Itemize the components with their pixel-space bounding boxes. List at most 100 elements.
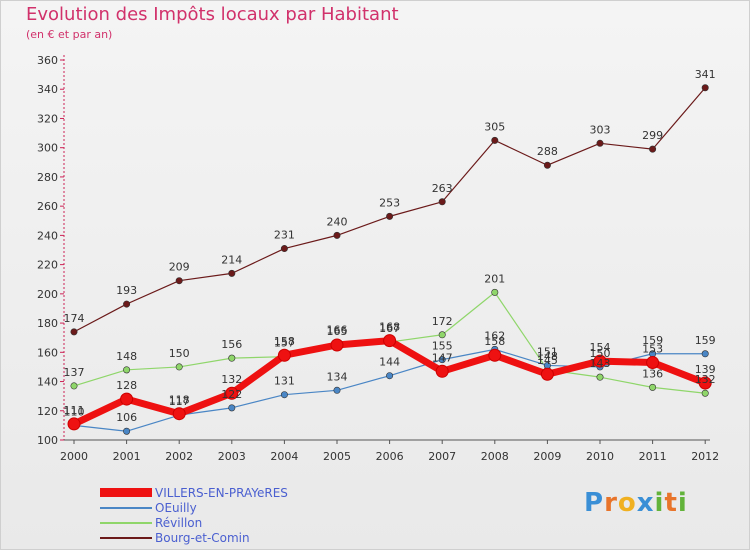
data-label: 148 <box>537 350 558 363</box>
y-tick-label: 120 <box>37 405 58 418</box>
data-label: 167 <box>379 322 400 335</box>
data-label: 154 <box>590 341 611 354</box>
legend-swatch-bourg <box>100 536 152 539</box>
logo-letter: x <box>636 488 655 518</box>
data-point <box>386 212 394 220</box>
data-label: 231 <box>274 229 295 242</box>
x-tick-label: 2006 <box>376 450 404 463</box>
data-label: 201 <box>484 272 505 285</box>
data-point <box>70 382 78 390</box>
data-point <box>333 231 341 239</box>
data-point <box>491 136 499 144</box>
data-point <box>698 376 712 390</box>
y-tick-label: 240 <box>37 229 58 242</box>
x-tick-label: 2005 <box>323 450 351 463</box>
data-label: 166 <box>327 324 348 337</box>
chart-axes <box>63 55 710 441</box>
data-point <box>701 84 709 92</box>
data-label: 253 <box>379 196 400 209</box>
data-point <box>438 198 446 206</box>
data-labels: 174 193 209 214 231 240 253 263 305 288 303 299 341 1… <box>64 68 716 424</box>
y-tick-label: 220 <box>37 259 58 272</box>
data-label: 214 <box>221 253 242 266</box>
data-point <box>596 139 604 147</box>
data-point <box>540 367 554 381</box>
data-label: 132 <box>221 373 242 386</box>
data-point <box>123 366 131 374</box>
chart-title: Evolution des Impôts locaux par Habitant <box>26 4 399 25</box>
data-label: 110 <box>64 405 85 418</box>
data-label: 159 <box>642 334 663 347</box>
y-tick-label: 160 <box>37 346 58 359</box>
data-point <box>701 350 709 358</box>
data-label: 168 <box>379 321 400 334</box>
x-tick-label: 2000 <box>60 450 88 463</box>
data-label: 158 <box>274 335 295 348</box>
data-label: 157 <box>274 337 295 350</box>
data-label: 162 <box>484 329 505 342</box>
data-label: 128 <box>116 379 137 392</box>
data-point <box>123 300 131 308</box>
data-point <box>228 404 236 412</box>
x-tick-label: 2010 <box>586 450 614 463</box>
y-tick-label: 320 <box>37 112 58 125</box>
legend-item: Bourg-et-Comin <box>100 530 288 545</box>
data-label: 144 <box>379 356 400 369</box>
data-label: 117 <box>169 395 190 408</box>
data-label: 148 <box>116 350 137 363</box>
y-tick-label: 200 <box>37 288 58 301</box>
x-tick-label: 2004 <box>270 450 298 463</box>
y-tick-label: 260 <box>37 200 58 213</box>
data-label: 153 <box>642 343 663 356</box>
data-point <box>228 269 236 277</box>
data-point <box>596 373 604 381</box>
data-label: 147 <box>432 351 453 364</box>
series-lines <box>70 87 709 432</box>
x-tick-label: 2011 <box>639 450 667 463</box>
data-point <box>438 331 446 339</box>
x-tick-label: 2002 <box>165 450 193 463</box>
legend-label: Bourg-et-Comin <box>155 530 250 545</box>
legend-swatch-oeuilly <box>100 506 152 509</box>
y-tick-label: 360 <box>37 54 58 67</box>
series-markers <box>67 84 712 435</box>
y-tick-label: 100 <box>37 434 58 447</box>
y-tick-label: 300 <box>37 142 58 155</box>
logo-letter: r <box>604 488 618 518</box>
data-point <box>593 354 607 368</box>
data-point <box>646 356 660 370</box>
data-label: 172 <box>432 315 453 328</box>
data-point <box>67 417 81 431</box>
data-point <box>277 348 291 362</box>
legend-label: Révillon <box>155 515 203 530</box>
legend: VILLERS-EN-PRAYeRES OEuilly Révillon Bou… <box>100 485 288 545</box>
x-tick-label: 2001 <box>113 450 141 463</box>
data-label: 150 <box>590 347 611 360</box>
data-label: 136 <box>642 367 663 380</box>
data-point <box>386 372 394 380</box>
data-label: 137 <box>64 366 85 379</box>
x-tick-label: 2009 <box>533 450 561 463</box>
data-point <box>175 363 183 371</box>
legend-item: VILLERS-EN-PRAYeRES <box>100 485 288 500</box>
data-label: 118 <box>169 394 190 407</box>
data-point <box>488 348 502 362</box>
data-point <box>280 245 288 253</box>
data-label: 134 <box>327 370 348 383</box>
data-label: 156 <box>221 338 242 351</box>
x-tick-label: 2008 <box>481 450 509 463</box>
data-label: 240 <box>327 215 348 228</box>
data-point <box>333 386 341 394</box>
logo-letter: t <box>664 488 678 518</box>
y-tick-label: 280 <box>37 171 58 184</box>
data-point <box>438 356 446 364</box>
logo-letter: i <box>677 488 688 518</box>
logo-letter: P <box>584 488 605 518</box>
legend-item: OEuilly <box>100 500 288 515</box>
data-point <box>175 277 183 285</box>
data-label: 131 <box>274 375 295 388</box>
data-label: 159 <box>695 334 716 347</box>
data-label: 151 <box>537 345 558 358</box>
data-point <box>330 338 344 352</box>
